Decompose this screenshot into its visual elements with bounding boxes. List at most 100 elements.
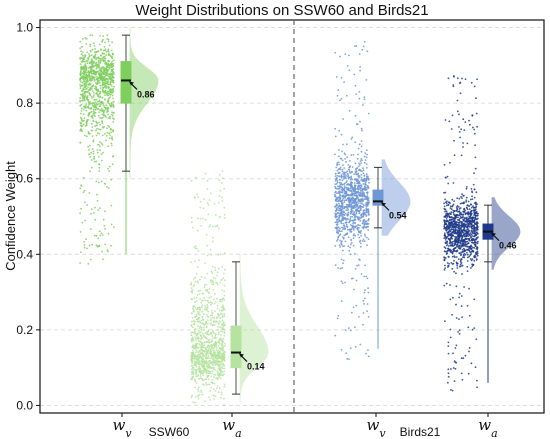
data-point <box>468 208 471 211</box>
data-point <box>465 248 468 251</box>
data-point <box>223 350 226 353</box>
data-point <box>357 264 360 266</box>
data-point <box>206 299 209 302</box>
data-point <box>101 57 104 60</box>
data-point <box>218 373 221 376</box>
data-point <box>361 222 364 225</box>
data-point <box>194 369 197 371</box>
data-point <box>336 164 339 167</box>
data-point <box>90 122 93 125</box>
data-point <box>94 63 97 65</box>
data-point <box>209 352 212 354</box>
data-point <box>351 215 353 218</box>
data-point <box>354 345 357 348</box>
data-point <box>200 377 202 379</box>
data-point <box>89 155 92 158</box>
data-point <box>105 77 108 80</box>
data-point <box>464 78 467 80</box>
data-point <box>195 349 198 352</box>
data-point <box>212 344 215 347</box>
data-point <box>340 258 343 261</box>
data-point <box>341 191 344 194</box>
data-point <box>358 180 361 183</box>
data-point <box>338 149 340 151</box>
data-point <box>358 200 361 203</box>
data-point <box>450 251 453 254</box>
data-point <box>110 245 112 247</box>
data-point <box>203 286 206 289</box>
data-point <box>358 182 361 185</box>
data-point <box>211 353 213 355</box>
data-point <box>101 96 104 99</box>
data-point <box>214 390 217 392</box>
data-point <box>81 55 84 57</box>
data-point <box>81 99 83 102</box>
data-point <box>365 207 368 210</box>
data-point <box>451 389 454 392</box>
data-point <box>94 87 96 90</box>
data-point <box>191 376 194 379</box>
data-point <box>101 159 103 162</box>
data-point <box>101 120 103 122</box>
data-point <box>340 243 343 246</box>
data-point <box>449 161 451 164</box>
data-point <box>100 232 103 235</box>
data-point <box>192 347 195 350</box>
data-point <box>351 186 354 189</box>
data-point <box>223 334 226 337</box>
data-point <box>206 331 208 333</box>
data-point <box>445 204 448 207</box>
data-point <box>95 160 98 163</box>
data-point <box>342 228 344 231</box>
data-point <box>456 241 459 244</box>
data-point <box>195 342 198 345</box>
data-point <box>451 234 454 236</box>
data-point <box>110 55 113 58</box>
data-point <box>92 72 95 75</box>
data-point <box>348 171 351 173</box>
data-point <box>335 210 337 213</box>
data-point <box>345 191 348 194</box>
data-point <box>354 215 356 217</box>
data-point <box>199 206 202 209</box>
data-point <box>213 349 216 352</box>
data-point <box>350 138 353 140</box>
data-point <box>343 81 345 83</box>
data-point <box>109 115 111 118</box>
data-point <box>336 188 338 190</box>
y-axis: 0.00.20.40.60.81.0 <box>16 21 40 412</box>
data-point <box>458 206 460 208</box>
data-point <box>106 38 109 40</box>
data-point <box>445 282 448 285</box>
data-point <box>196 266 199 268</box>
data-point <box>86 119 89 121</box>
data-point <box>193 305 195 307</box>
data-point <box>218 331 220 334</box>
data-point <box>365 175 368 178</box>
data-point <box>86 71 89 74</box>
data-point <box>342 249 344 252</box>
data-point <box>211 311 213 314</box>
data-point <box>206 313 208 316</box>
data-point <box>191 394 193 397</box>
data-point <box>448 223 450 226</box>
data-point <box>209 192 212 195</box>
data-point <box>214 300 217 303</box>
data-point <box>366 186 368 189</box>
data-point <box>206 376 209 378</box>
y-tick-label: 0.6 <box>16 172 33 186</box>
data-point <box>208 366 210 369</box>
data-point <box>86 62 89 65</box>
data-point <box>339 239 341 242</box>
data-point <box>210 270 213 273</box>
data-point <box>453 270 455 273</box>
data-point <box>363 222 366 224</box>
data-point <box>195 308 198 311</box>
data-point <box>101 134 104 137</box>
data-point <box>102 72 105 74</box>
data-point <box>206 309 208 312</box>
data-point <box>476 242 479 245</box>
data-point <box>348 69 351 72</box>
data-point <box>107 49 110 52</box>
data-point <box>346 357 349 360</box>
